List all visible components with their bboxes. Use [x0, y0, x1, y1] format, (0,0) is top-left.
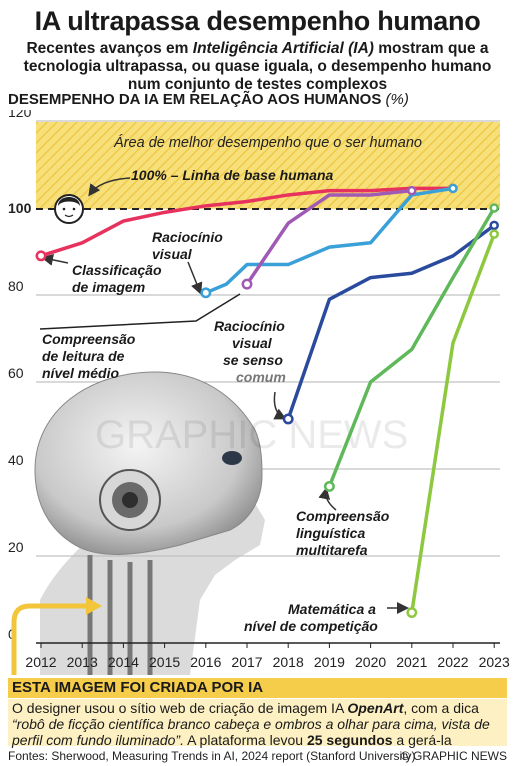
x-tick-label: 2014: [108, 654, 139, 670]
chart-heading-text: DESEMPENHO DA IA EM RELAÇÃO AOS HUMANOS: [8, 91, 382, 108]
footer-brand: © GRAPHIC NEWS: [400, 749, 507, 763]
note-text-4: a gerá-la: [392, 732, 452, 748]
series-label-reading-comprehension: Compreensão de leitura de nível médio: [42, 331, 139, 381]
x-tick-label: 2016: [190, 654, 221, 670]
footer: Fontes: Sherwood, Measuring Trends in AI…: [8, 749, 507, 763]
subtitle-emphasis: Inteligência Artificial (IA): [192, 40, 374, 57]
label-line: visual: [232, 335, 273, 351]
note-heading: ESTA IMAGEM FOI CRIADA POR IA: [8, 678, 507, 698]
human-face-icon: [54, 194, 84, 224]
x-tick-label: 2013: [67, 654, 98, 670]
label-line: visual: [152, 246, 193, 262]
image-classification-pointer: [41, 253, 69, 266]
note-pointer-arrow: [11, 603, 88, 675]
label-line: comum: [236, 369, 286, 385]
series-label-multitask: Compreensão linguística multitarefa: [296, 508, 393, 558]
x-tick-label: 2019: [314, 654, 345, 670]
series-end-point: [448, 183, 458, 194]
label-line: Compreensão: [42, 331, 136, 347]
series-end-point: [407, 185, 417, 196]
label-line: linguística: [296, 525, 365, 541]
chart-heading-unit: (%): [385, 91, 409, 108]
y-tick-label: 80: [8, 278, 24, 294]
label-line: de leitura de: [42, 348, 125, 364]
label-line: nível médio: [42, 365, 119, 381]
label-line: Compreensão: [296, 508, 390, 524]
series-line-0: [39, 186, 455, 258]
y-tick-label: 20: [8, 539, 24, 555]
series-start-point: [200, 287, 212, 299]
zone-label: Área de melhor desempenho que o ser huma…: [113, 134, 422, 151]
x-tick-label: 2015: [149, 654, 180, 670]
y-tick-label: 100: [8, 200, 32, 216]
page-title: IA ultrapassa desempenho humano: [34, 6, 481, 36]
series-label-visual-reasoning: Raciocínio visual: [152, 229, 227, 262]
note-bold: 25 segundos: [306, 732, 393, 748]
footer-source: Fontes: Sherwood, Measuring Trends in AI…: [8, 749, 416, 763]
ai-image-note: ESTA IMAGEM FOI CRIADA POR IA O designer…: [8, 678, 507, 748]
series-start-point: [323, 480, 335, 492]
note-body: O designer usou o sítio web de criação d…: [8, 699, 507, 748]
series-line-2: [245, 188, 414, 286]
series-line-1: [204, 186, 455, 295]
series-label-commonsense-reasoning: Raciocínio visual se senso comum: [214, 318, 289, 385]
series-end-point: [489, 229, 499, 239]
note-quote: “robô de ficção científica branco cabeça…: [12, 716, 490, 748]
x-tick-label: 2017: [231, 654, 262, 670]
label-line: Matemática a: [288, 601, 376, 617]
note-brand: OpenArt: [347, 700, 404, 716]
series-line-3: [286, 223, 496, 421]
y-tick-label: 60: [8, 365, 24, 381]
x-axis-ticks: 2012 2013 2014 2015 2016 2017 2018 2019 2020 2021…: [25, 643, 510, 670]
x-tick-label: 2023: [479, 654, 510, 670]
subtitle-part-1: Recentes avanços em: [26, 40, 193, 57]
performance-chart: Área de melhor desempenho que o ser huma…: [8, 110, 510, 675]
label-line: de imagem: [72, 279, 145, 295]
y-tick-label: 40: [8, 452, 24, 468]
watermark-text: GRAPHIC NEWS: [95, 413, 408, 457]
page-subtitle: Recentes avanços em Inteligência Artific…: [8, 40, 507, 94]
series-label-image-classification: Classificação de imagem: [72, 262, 165, 295]
robot-illustration: [34, 371, 265, 675]
visual-reasoning-pointer: [187, 261, 203, 295]
series-start-point: [282, 413, 294, 425]
label-line: multitarefa: [296, 542, 368, 558]
series-end-point: [489, 203, 499, 213]
chart-heading: DESEMPENHO DA IA EM RELAÇÃO AOS HUMANOS …: [8, 91, 409, 108]
label-line: se senso: [223, 352, 283, 368]
note-text-2: , com a dica: [403, 700, 479, 716]
y-tick-label: 120: [8, 110, 32, 120]
series-start-point: [406, 607, 418, 618]
series-start-point: [35, 250, 47, 262]
series-label-math: Matemática a nível de competição: [244, 601, 380, 634]
series-line-4: [327, 206, 496, 489]
multitask-pointer: [318, 487, 337, 511]
commonsense-reasoning-pointer: [273, 391, 287, 420]
note-pointer-arrowhead: [86, 597, 102, 615]
baseline-pointer-arrow: [88, 177, 131, 197]
series-line-5: [410, 232, 496, 615]
reading-comprehension-pointer: [39, 293, 241, 330]
x-tick-label: 2020: [355, 654, 386, 670]
x-tick-label: 2021: [396, 654, 427, 670]
x-tick-label: 2022: [437, 654, 468, 670]
subtitle-part-2: mostram que a tecnologia ultrapassa, ou …: [23, 40, 492, 93]
label-line: nível de competição: [244, 618, 378, 634]
series-start-point: [241, 278, 253, 290]
label-line: Raciocínio: [152, 229, 223, 245]
note-text-1: O designer usou o sítio web de criação d…: [12, 700, 348, 716]
x-tick-label: 2012: [25, 654, 56, 670]
series-end-point: [489, 220, 499, 231]
note-text-3: A plataforma levou: [183, 732, 307, 748]
x-tick-label: 2018: [273, 654, 304, 670]
baseline-label: 100% – Linha de base humana: [131, 167, 334, 183]
label-line: Raciocínio: [214, 318, 285, 334]
series-lines: [35, 183, 499, 618]
series-labels: Classificação de imagem Raciocínio visua…: [42, 229, 393, 634]
label-line: Classificação: [72, 262, 162, 278]
